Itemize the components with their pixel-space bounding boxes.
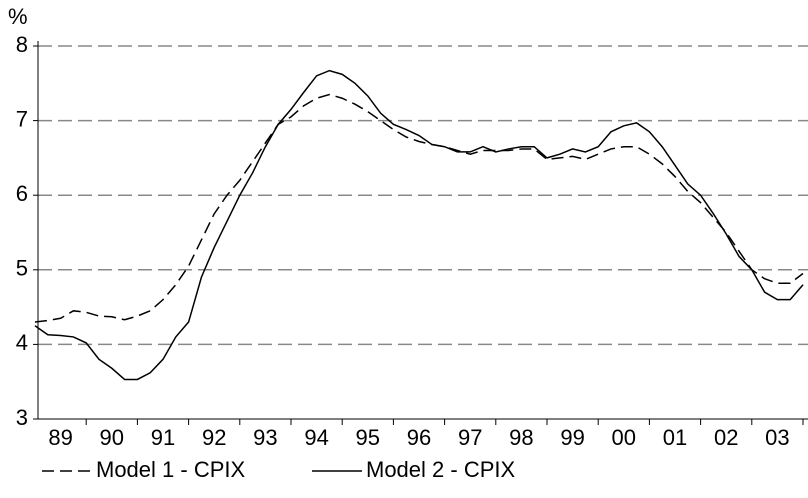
y-tick-label: 4 (16, 330, 28, 355)
series-line (34, 93, 804, 323)
y-tick-label: 8 (16, 32, 28, 57)
x-tick-label: 94 (304, 425, 328, 450)
x-tick-label: 92 (202, 425, 226, 450)
x-tick-label: 89 (48, 425, 72, 450)
y-axis-label: % (8, 4, 28, 29)
x-tick-label: 01 (663, 425, 687, 450)
y-tick-label: 3 (16, 405, 28, 430)
x-tick-label: 90 (100, 425, 124, 450)
series-line (34, 69, 804, 381)
legend-label: Model 1 - CPIX (96, 457, 245, 482)
x-tick-label: 97 (458, 425, 482, 450)
x-tick-label: 91 (151, 425, 175, 450)
legend-label: Model 2 - CPIX (366, 457, 515, 482)
x-tick-label: 03 (765, 425, 789, 450)
x-tick-label: 02 (714, 425, 738, 450)
x-tick-label: 00 (612, 425, 636, 450)
x-tick-label: 93 (253, 425, 277, 450)
x-tick-label: 98 (509, 425, 533, 450)
y-tick-label: 6 (16, 181, 28, 206)
x-tick-label: 96 (407, 425, 431, 450)
y-tick-label: 7 (16, 106, 28, 131)
y-tick-label: 5 (16, 256, 28, 281)
x-tick-label: 99 (560, 425, 584, 450)
x-tick-label: 95 (356, 425, 380, 450)
